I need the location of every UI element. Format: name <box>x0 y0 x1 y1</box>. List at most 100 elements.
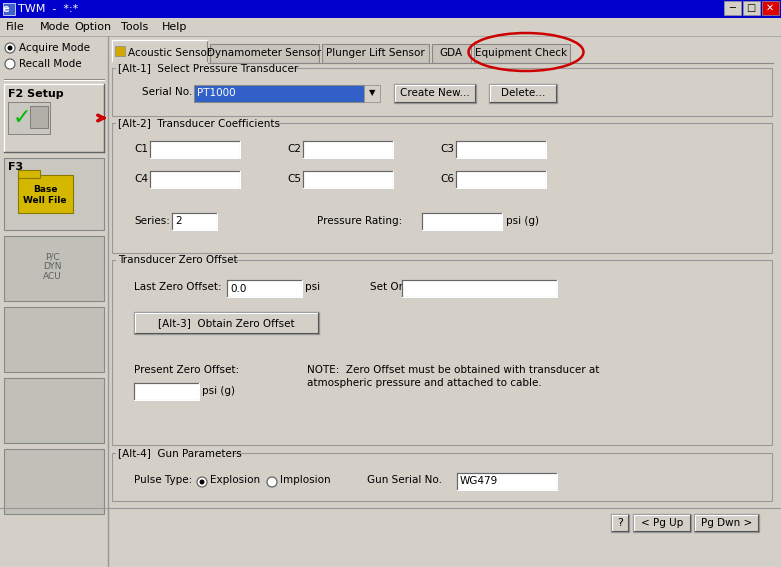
Text: Tools: Tools <box>121 22 148 32</box>
Text: 2: 2 <box>175 217 182 226</box>
Circle shape <box>8 45 12 50</box>
Bar <box>456 171 546 188</box>
Bar <box>18 175 73 213</box>
Text: Gun Serial No.: Gun Serial No. <box>367 475 442 485</box>
Bar <box>303 141 393 158</box>
Text: C4: C4 <box>134 174 148 184</box>
Text: ▼: ▼ <box>369 88 375 98</box>
Bar <box>633 514 691 532</box>
Bar <box>422 213 502 230</box>
Bar <box>112 68 772 116</box>
Bar <box>134 312 319 334</box>
Bar <box>112 260 772 445</box>
Bar <box>4 378 104 443</box>
Text: Dynamometer Sensor: Dynamometer Sensor <box>207 48 321 58</box>
Bar <box>432 44 471 63</box>
Text: Acoustic Sensor: Acoustic Sensor <box>128 48 211 58</box>
Bar <box>227 280 302 297</box>
Text: Option: Option <box>74 22 111 32</box>
Text: Help: Help <box>162 22 187 32</box>
Bar <box>489 84 557 103</box>
Text: Acquire Mode: Acquire Mode <box>19 43 90 53</box>
Text: 0.0: 0.0 <box>230 284 246 294</box>
Text: Pulse Type:: Pulse Type: <box>134 475 192 485</box>
Text: Create New...: Create New... <box>400 88 470 99</box>
Bar <box>112 453 772 501</box>
Bar <box>611 514 629 532</box>
Text: C3: C3 <box>440 144 454 154</box>
Text: DYN: DYN <box>43 262 61 271</box>
Bar <box>116 448 233 458</box>
Text: Serial No.: Serial No. <box>142 87 192 97</box>
Text: P/C: P/C <box>45 252 59 261</box>
Bar <box>3 3 15 15</box>
Bar <box>18 170 40 178</box>
Text: GDA: GDA <box>440 48 462 58</box>
Bar <box>150 141 240 158</box>
Bar <box>322 44 429 63</box>
Bar <box>115 46 125 56</box>
Text: File: File <box>6 22 25 32</box>
Text: psi (g): psi (g) <box>202 386 235 396</box>
Circle shape <box>199 480 205 484</box>
Text: [Alt-2]  Transducer Coefficients: [Alt-2] Transducer Coefficients <box>118 118 280 128</box>
Text: Explosion: Explosion <box>210 475 260 485</box>
Text: Transducer Zero Offset: Transducer Zero Offset <box>118 255 237 265</box>
Circle shape <box>5 59 15 69</box>
Bar <box>394 84 476 103</box>
Text: Pressure Rating:: Pressure Rating: <box>317 216 402 226</box>
Text: Equipment Check: Equipment Check <box>475 48 567 58</box>
Bar <box>0 36 108 567</box>
Bar <box>116 118 276 128</box>
Text: Recall Mode: Recall Mode <box>19 59 82 69</box>
Text: C2: C2 <box>287 144 301 154</box>
Bar <box>4 158 104 230</box>
Text: Pg Dwn >: Pg Dwn > <box>701 518 752 528</box>
Text: PT1000: PT1000 <box>197 88 236 98</box>
Text: [Alt-4]  Gun Parameters: [Alt-4] Gun Parameters <box>118 448 242 458</box>
Bar <box>762 1 779 15</box>
Circle shape <box>197 477 207 487</box>
Bar <box>694 514 759 532</box>
Bar <box>743 1 760 15</box>
Text: ACU: ACU <box>43 272 62 281</box>
Text: Mode: Mode <box>40 22 70 32</box>
Bar <box>4 236 104 301</box>
Text: F2 Setup: F2 Setup <box>8 89 63 99</box>
Bar <box>134 383 199 400</box>
Text: e: e <box>3 4 9 14</box>
Text: [Alt-3]  Obtain Zero Offset: [Alt-3] Obtain Zero Offset <box>159 318 294 328</box>
Bar <box>364 85 380 102</box>
Bar <box>456 141 546 158</box>
Text: Delete...: Delete... <box>501 88 545 99</box>
Bar <box>4 307 104 372</box>
Bar <box>172 213 217 230</box>
Bar <box>402 280 557 297</box>
Text: [Alt-1]  Select Pressure Transducer: [Alt-1] Select Pressure Transducer <box>118 63 298 73</box>
Bar <box>194 85 364 102</box>
Bar <box>457 473 557 490</box>
Text: C6: C6 <box>440 174 454 184</box>
Bar <box>303 171 393 188</box>
Text: Plunger Lift Sensor: Plunger Lift Sensor <box>326 48 424 58</box>
Text: ✓: ✓ <box>12 108 31 128</box>
Bar <box>0 508 781 567</box>
Bar <box>4 84 104 152</box>
Text: Set On:: Set On: <box>370 282 409 292</box>
Text: C5: C5 <box>287 174 301 184</box>
Text: ?: ? <box>617 518 623 528</box>
Circle shape <box>5 43 15 53</box>
Bar <box>116 63 291 73</box>
Text: Implosion: Implosion <box>280 475 330 485</box>
Bar <box>116 255 228 265</box>
Bar <box>724 1 741 15</box>
Text: ─: ─ <box>729 3 735 13</box>
Text: C1: C1 <box>134 144 148 154</box>
Text: Present Zero Offset:: Present Zero Offset: <box>134 365 239 375</box>
Text: < Pg Up: < Pg Up <box>641 518 683 528</box>
Text: Last Zero Offset:: Last Zero Offset: <box>134 282 222 292</box>
Text: Base
Well File: Base Well File <box>23 185 66 205</box>
Bar <box>0 18 781 36</box>
Bar <box>30 106 48 128</box>
Bar <box>8 102 50 134</box>
